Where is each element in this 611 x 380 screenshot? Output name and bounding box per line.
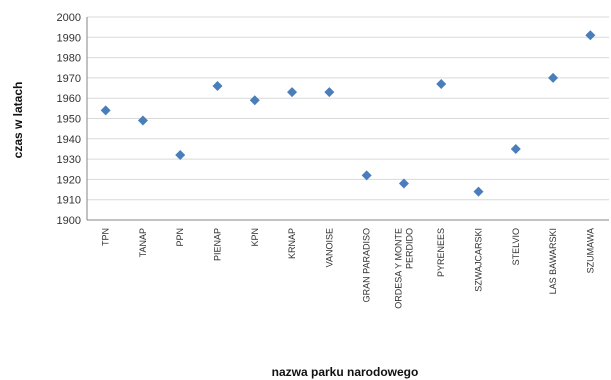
- y-tick-label: 1980: [57, 53, 81, 65]
- x-tick-label-line: STELVIO: [511, 228, 521, 265]
- data-point: [585, 30, 596, 41]
- x-tick-label-line: LAS BAWARSKI: [548, 228, 558, 294]
- x-tick-label: ORDESA Y MONTE PERDIDO: [393, 228, 414, 309]
- x-tick-label-line: PERDIDO: [404, 228, 414, 269]
- x-tick-label: TPN: [101, 228, 111, 246]
- y-tick-label: 1920: [57, 174, 81, 186]
- x-tick-label-line: VANOISE: [324, 228, 334, 267]
- x-tick-label: STELVIO: [511, 228, 521, 265]
- data-point: [137, 115, 148, 126]
- data-point: [287, 87, 298, 98]
- y-axis-title: czas w latach: [11, 82, 25, 159]
- x-tick-label-line: PPN: [175, 228, 185, 247]
- x-tick-label-line: KRNAP: [287, 228, 297, 259]
- y-tick-label: 1930: [57, 154, 81, 166]
- x-tick-label-line: PIENAP: [213, 228, 223, 261]
- y-tick-label: 1900: [57, 215, 81, 227]
- data-point: [473, 186, 484, 197]
- x-tick-label-line: SZWAJCARSKI: [474, 228, 484, 292]
- x-tick-label: PYRENEES: [436, 228, 446, 277]
- x-tick-label: KPN: [250, 228, 260, 247]
- y-axis-ticks: 1900 1910 1920 1930 1940 1950 1960 1970 1980 1990…: [57, 12, 81, 227]
- x-tick-label: TANAP: [138, 228, 148, 257]
- x-tick-label-line: SZUMAWA: [585, 228, 595, 273]
- x-tick-label: SZWAJCARSKI: [474, 228, 484, 292]
- data-point: [510, 143, 521, 154]
- x-tick-label: SZUMAWA: [585, 228, 595, 273]
- data-point: [324, 87, 335, 98]
- x-tick-label: VANOISE: [324, 228, 334, 267]
- data-point: [175, 150, 186, 161]
- x-tick-label: PIENAP: [213, 228, 223, 261]
- x-tick-label: GRAN PARADISO: [362, 228, 372, 302]
- y-tick-label: 1960: [57, 93, 81, 105]
- x-tick-label-line: ORDESA Y MONTE: [393, 228, 403, 309]
- x-tick-label-line: GRAN PARADISO: [362, 228, 372, 302]
- y-tick-label: 1940: [57, 134, 81, 146]
- data-point: [100, 105, 111, 116]
- x-tick-label: PPN: [175, 228, 185, 247]
- data-points: [100, 30, 596, 197]
- data-point: [548, 72, 559, 83]
- data-point: [398, 178, 409, 189]
- y-tick-label: 1970: [57, 73, 81, 85]
- y-tick-label: 2000: [57, 12, 81, 24]
- x-tick-label-line: TANAP: [138, 228, 148, 257]
- x-tick-label-line: PYRENEES: [436, 228, 446, 277]
- x-tick-label-line: KPN: [250, 228, 260, 247]
- x-tick-label: KRNAP: [287, 228, 297, 259]
- y-tick-label: 1910: [57, 195, 81, 207]
- data-point: [212, 81, 223, 92]
- x-axis-ticks: TPN TANAP PPN PIENAP KPN KRNAP VANOISE GRAN PAR…: [101, 228, 596, 309]
- x-axis-title: nazwa parku narodowego: [272, 365, 419, 379]
- x-tick-label: LAS BAWARSKI: [548, 228, 558, 294]
- data-point: [436, 78, 447, 89]
- data-point: [361, 170, 372, 181]
- gridlines: [87, 16, 609, 201]
- data-point: [249, 95, 260, 106]
- y-tick-label: 1950: [57, 114, 81, 126]
- y-tick-label: 1990: [57, 32, 81, 44]
- x-tick-label-line: TPN: [101, 228, 111, 246]
